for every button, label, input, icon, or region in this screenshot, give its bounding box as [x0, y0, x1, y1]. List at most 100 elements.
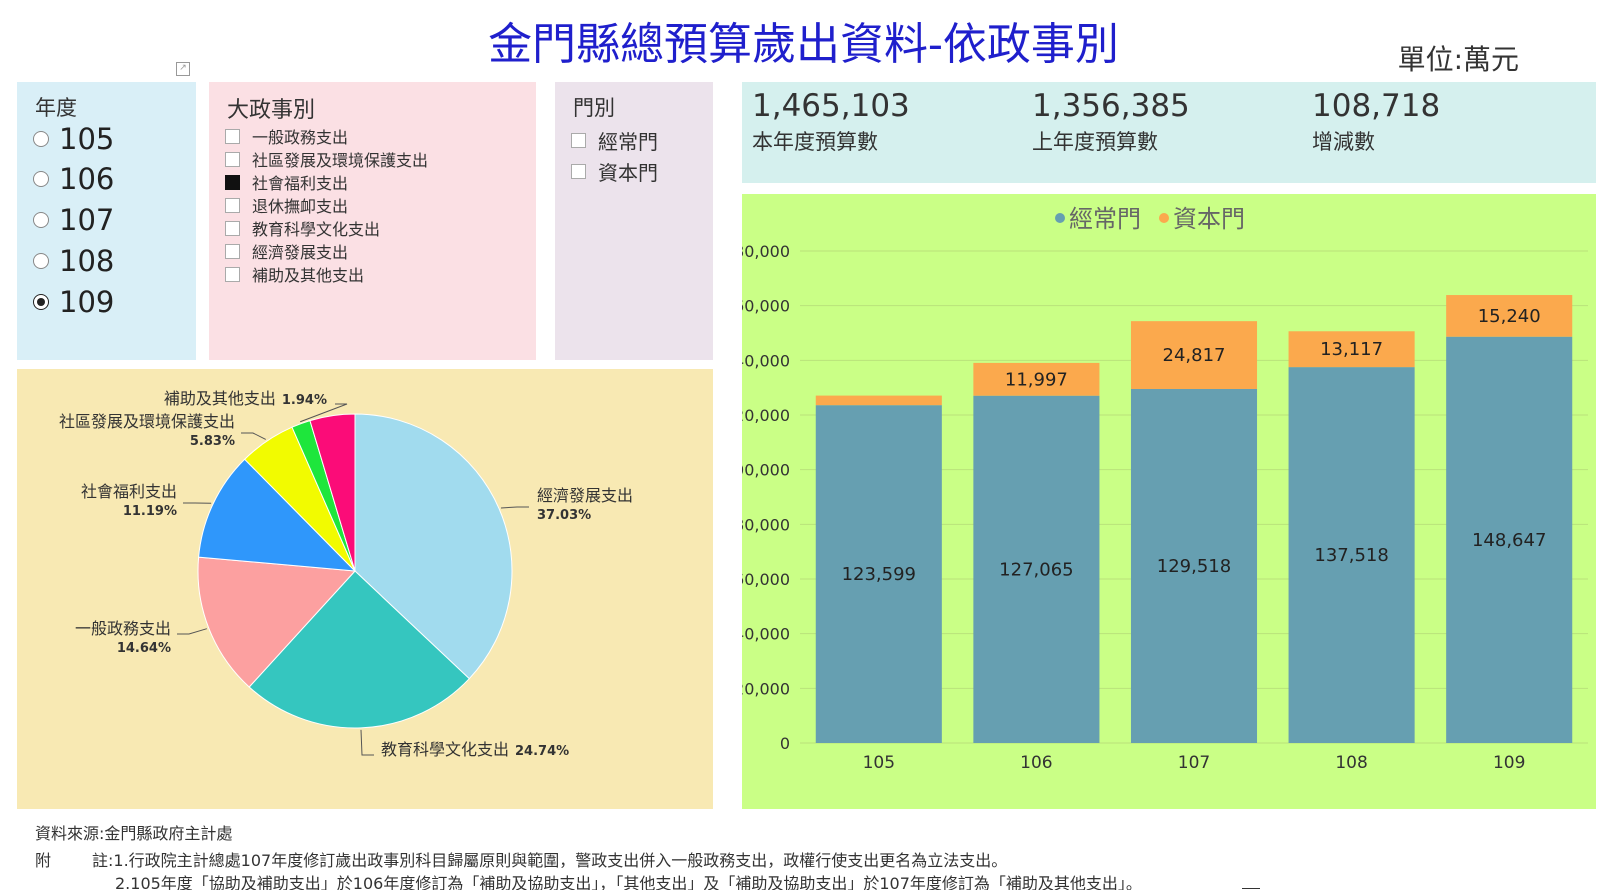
policy-option-community[interactable]: 社區發展及環境保護支出	[225, 148, 428, 170]
policy-option-label: 社會福利支出	[252, 174, 349, 193]
stacked-bar-chart[interactable]: 經常門 資本門 0 20,000 40,000 60,000 80,000 100,000 12…	[724, 194, 1596, 809]
policy-option-label: 經濟發展支出	[252, 243, 349, 262]
year-option-label: 107	[59, 203, 115, 237]
year-option-label: 105	[59, 122, 115, 156]
pie-slice[interactable]	[354, 413, 513, 680]
underline-mark	[1242, 888, 1260, 889]
bar-segment-capital[interactable]	[1130, 321, 1258, 389]
policy-option-education[interactable]: 教育科學文化支出	[225, 217, 380, 239]
policy-option-subsidy[interactable]: 補助及其他支出	[225, 263, 364, 285]
policy-option-label: 補助及其他支出	[252, 266, 365, 285]
checkbox-icon[interactable]	[571, 132, 586, 148]
unit-label: 單位:萬元	[1397, 43, 1519, 76]
bar-segment-capital[interactable]	[1446, 295, 1573, 337]
pie-chart[interactable]: 經濟發展支出 37.03% 教育科學文化支出 24.74% 一般政務支出 14.64% 社會…	[17, 369, 713, 809]
y-tick-label: 120,000	[742, 406, 790, 425]
pie-leader-line	[241, 432, 266, 440]
bar-segment-recurrent[interactable]	[1288, 367, 1415, 743]
pie-slice-percent: 37.03%	[537, 508, 591, 523]
note-prefix: 附	[35, 851, 52, 870]
type-option-capital[interactable]: 資本門	[571, 158, 658, 185]
bar-segment-capital[interactable]	[1288, 331, 1415, 368]
bar-segment-recurrent[interactable]	[973, 395, 1100, 743]
bar-segment-recurrent[interactable]	[1130, 388, 1258, 743]
radio-icon[interactable]	[33, 253, 49, 269]
type-slicer-title: 門別	[573, 96, 615, 120]
year-option-106[interactable]: 106	[33, 162, 114, 196]
y-tick-label: 40,000	[742, 625, 790, 644]
pie-leader-line	[300, 403, 348, 423]
checkbox-icon[interactable]	[225, 220, 240, 236]
policy-option-general[interactable]: 一般政務支出	[225, 125, 348, 147]
bar-data-label: 127,065	[999, 559, 1073, 580]
y-tick-label: 80,000	[742, 515, 790, 534]
year-slicer: 年度 105 106 107 108 109	[17, 82, 196, 360]
checkbox-icon[interactable]	[571, 163, 586, 179]
source-note: 資料來源:金門縣政府主計處	[35, 824, 233, 843]
year-option-108[interactable]: 108	[33, 244, 114, 278]
checkbox-icon[interactable]	[225, 197, 240, 213]
year-option-label: 109	[59, 285, 115, 319]
pie-slice-label: 經濟發展支出	[537, 486, 633, 505]
legend-marker	[1055, 213, 1065, 223]
y-tick-label: 180,000	[742, 242, 790, 261]
kpi-value: 108,718	[1312, 88, 1441, 124]
y-tick-label: 100,000	[742, 461, 790, 480]
policy-option-welfare[interactable]: 社會福利支出	[225, 171, 348, 193]
checkbox-icon[interactable]	[225, 243, 240, 259]
bar-segment-capital[interactable]	[815, 395, 942, 406]
type-option-recurrent[interactable]: 經常門	[571, 127, 658, 154]
policy-slicer-title: 大政事別	[227, 98, 316, 123]
bar-data-label: 137,518	[1314, 545, 1388, 566]
year-option-107[interactable]: 107	[33, 203, 114, 237]
y-tick-label: 60,000	[742, 570, 790, 589]
y-tick-label: 20,000	[742, 679, 790, 698]
policy-option-label: 社區發展及環境保護支出	[252, 151, 429, 170]
pie-chart-panel: 經濟發展支出 37.03% 教育科學文化支出 24.74% 一般政務支出 14.64% 社會…	[17, 369, 713, 809]
kpi-panel: 1,465,103 本年度預算數 1,356,385 上年度預算數 108,71…	[742, 82, 1596, 183]
bar-segment-capital[interactable]	[973, 362, 1100, 396]
kpi-current-budget: 1,465,103 本年度預算數	[752, 88, 910, 156]
bar-segment-recurrent[interactable]	[1446, 336, 1573, 743]
radio-selected-icon[interactable]	[33, 294, 49, 310]
pie-slice[interactable]	[198, 458, 357, 572]
radio-icon[interactable]	[33, 171, 49, 187]
expand-icon[interactable]: ↗	[176, 62, 190, 76]
year-option-105[interactable]: 105	[33, 122, 114, 156]
radio-icon[interactable]	[33, 131, 49, 147]
pie-slice-label: 一般政務支出	[75, 619, 171, 638]
policy-option-pension[interactable]: 退休撫卹支出	[225, 194, 348, 216]
pie-slice[interactable]	[248, 570, 470, 729]
bar-data-label: 15,240	[1478, 306, 1541, 327]
bar-data-label: 148,647	[1472, 530, 1546, 551]
policy-option-label: 教育科學文化支出	[252, 220, 381, 239]
policy-option-label: 一般政務支出	[252, 128, 349, 147]
radio-icon[interactable]	[33, 212, 49, 228]
year-option-109[interactable]: 109	[33, 285, 114, 319]
checkbox-icon[interactable]	[225, 128, 240, 144]
pie-slice-percent: 11.19%	[123, 504, 177, 519]
pie-slice-label: 社區發展及環境保護支出	[59, 412, 235, 431]
bar-data-label: 123,599	[842, 564, 916, 585]
y-tick-label: 160,000	[742, 297, 790, 316]
x-tick-label: 105	[863, 753, 895, 773]
year-slicer-title: 年度	[35, 96, 77, 120]
x-tick-label: 108	[1335, 753, 1367, 773]
type-option-label: 資本門	[598, 160, 658, 185]
pie-slice-percent: 5.83%	[190, 434, 235, 449]
x-tick-label: 109	[1493, 753, 1525, 773]
pie-slice-label: 社會福利支出	[81, 482, 177, 501]
policy-option-economy[interactable]: 經濟發展支出	[225, 240, 348, 262]
note-line-2: 2.105年度「協助及補助支出」於106年度修訂為「補助及協助支出」，「其他支出…	[115, 874, 1142, 890]
checkbox-icon[interactable]	[225, 151, 240, 167]
legend-label: 資本門	[1173, 205, 1245, 233]
pie-slice[interactable]	[309, 413, 356, 572]
bar-data-label: 13,117	[1320, 339, 1383, 360]
year-option-label: 108	[59, 244, 115, 278]
bar-segment-recurrent[interactable]	[815, 405, 942, 743]
bar-data-label: 129,518	[1157, 556, 1231, 577]
checkbox-icon[interactable]	[225, 266, 240, 282]
pie-slice[interactable]	[197, 556, 357, 688]
checkbox-checked-icon[interactable]	[225, 174, 240, 190]
pie-slice-label: 補助及其他支出 1.94%	[164, 389, 327, 408]
